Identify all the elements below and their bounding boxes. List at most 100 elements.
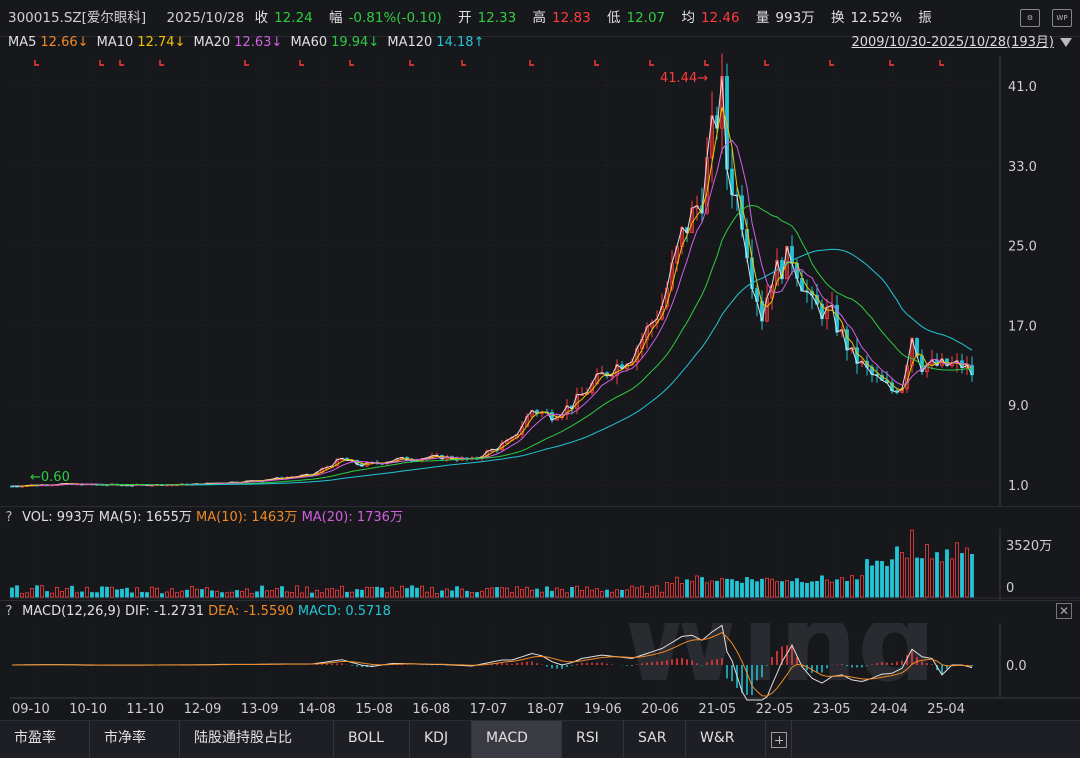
volume-bar bbox=[565, 592, 569, 598]
volume-bar bbox=[25, 592, 29, 598]
tab-0[interactable]: 市盈率 bbox=[0, 721, 90, 758]
volume-bar bbox=[780, 581, 784, 598]
dea-line bbox=[12, 631, 973, 697]
volume-bar bbox=[60, 591, 64, 598]
x-tick: 19-06 bbox=[584, 702, 622, 717]
x-tick: 09-10 bbox=[12, 702, 50, 717]
volume-bar bbox=[360, 589, 364, 598]
tab-1[interactable]: 市净率 bbox=[90, 721, 180, 758]
vol-axis-zero: 0 bbox=[1006, 581, 1014, 596]
volume-bar bbox=[425, 591, 429, 598]
macd-panel-header: ? MACD(12,26,9) DIF: -1.2731 DEA: -1.559… bbox=[0, 600, 1080, 623]
volume-bar bbox=[195, 588, 199, 598]
volume-bar bbox=[840, 577, 844, 598]
volume-bar bbox=[145, 592, 149, 598]
event-marker bbox=[409, 60, 414, 66]
add-tab-button[interactable] bbox=[766, 721, 792, 758]
tab-4[interactable]: KDJ bbox=[410, 721, 472, 758]
volume-bar bbox=[700, 577, 704, 598]
ma20-line bbox=[36, 139, 973, 487]
ma60-value: 19.94↓ bbox=[331, 35, 380, 50]
macd-help-icon[interactable]: ? bbox=[5, 604, 13, 619]
volume-bar bbox=[225, 592, 229, 598]
volume-bar bbox=[825, 579, 829, 598]
volume-bar bbox=[160, 593, 164, 598]
volume-bar bbox=[345, 591, 349, 598]
high-annotation: 41.44→ bbox=[660, 71, 708, 86]
tab-3[interactable]: BOLL bbox=[334, 721, 410, 758]
x-tick: 21-05 bbox=[698, 702, 736, 717]
volume-bar bbox=[660, 591, 664, 598]
volume-bar bbox=[690, 580, 694, 598]
volume-bar bbox=[525, 586, 529, 598]
volume-bar bbox=[875, 560, 879, 598]
volume-bar bbox=[155, 587, 159, 598]
change-value: -0.81%(-0.10) bbox=[348, 10, 442, 26]
volume-bar bbox=[770, 578, 774, 598]
settings-icon[interactable]: ⚙ bbox=[1020, 9, 1040, 27]
volume-bar bbox=[70, 585, 74, 598]
vol-ma20: MA(20): 1736万 bbox=[301, 510, 403, 525]
volume-bar bbox=[165, 591, 169, 598]
dropdown-triangle-icon[interactable] bbox=[1060, 38, 1072, 47]
candle-body bbox=[970, 365, 974, 376]
vol-axis-top: 3520万 bbox=[1006, 539, 1052, 554]
quote-header: 300015.SZ[爱尔眼科] 2025/10/28 收 12.24 幅 -0.81… bbox=[0, 0, 1080, 37]
vol-ma5: MA(5): 1655万 bbox=[98, 510, 192, 525]
kline-chart[interactable]: Wind 41.44→←0.60 41.033.025.017.09.01.00… bbox=[0, 0, 1080, 720]
volume-bar bbox=[410, 585, 414, 598]
volume-bar bbox=[445, 588, 449, 598]
ma5-line bbox=[12, 76, 973, 487]
event-marker bbox=[764, 60, 769, 66]
volume-bar bbox=[405, 588, 409, 598]
quote-date: 2025/10/28 bbox=[166, 10, 245, 26]
volume-bar bbox=[545, 586, 549, 598]
tab-5[interactable]: MACD bbox=[472, 721, 562, 758]
volume-bar bbox=[215, 590, 219, 598]
volume-bar bbox=[515, 586, 519, 598]
volume-bar bbox=[640, 585, 644, 598]
close-label: 收 bbox=[254, 10, 269, 26]
ma120-label: MA120 bbox=[387, 35, 433, 50]
volume-bar bbox=[500, 587, 504, 598]
wp-icon[interactable]: WP bbox=[1052, 9, 1072, 27]
event-marker bbox=[461, 60, 466, 66]
tab-8[interactable]: W&R bbox=[686, 721, 766, 758]
volume-bar bbox=[810, 581, 814, 598]
volume-bar bbox=[430, 587, 434, 598]
volume-bar bbox=[635, 587, 639, 598]
volume-bar bbox=[815, 581, 819, 598]
volume-bar bbox=[330, 588, 334, 598]
volume-bar bbox=[65, 587, 69, 598]
volume-bar bbox=[120, 588, 124, 598]
volume-bar bbox=[285, 591, 289, 598]
vol-help-icon[interactable]: ? bbox=[5, 510, 13, 525]
volume-bar bbox=[55, 586, 59, 598]
x-tick: 13-09 bbox=[241, 702, 279, 717]
low-annotation: ←0.60 bbox=[30, 470, 70, 485]
stock-code[interactable]: 300015.SZ[爱尔眼科] bbox=[8, 10, 147, 26]
ma60-line bbox=[96, 204, 973, 486]
volume-bar bbox=[740, 582, 744, 598]
volume-bar bbox=[605, 589, 609, 598]
volume-bar bbox=[505, 587, 509, 598]
macd-value: MACD: 0.5718 bbox=[297, 604, 391, 619]
volume-bar bbox=[925, 544, 929, 598]
volume-bar bbox=[75, 592, 79, 598]
tab-2[interactable]: 陆股通持股占比 bbox=[180, 721, 334, 758]
date-range[interactable]: 2009/10/30-2025/10/28(193月) bbox=[851, 35, 1054, 50]
macd-dea: DEA: -1.5590 bbox=[208, 604, 294, 619]
close-icon[interactable]: ✕ bbox=[1056, 603, 1072, 619]
volume-bar bbox=[260, 585, 264, 598]
volume-bar bbox=[390, 587, 394, 598]
x-tick: 11-10 bbox=[126, 702, 164, 717]
volume-bar bbox=[570, 586, 574, 598]
tab-6[interactable]: RSI bbox=[562, 721, 624, 758]
ma120-value: 14.18↑ bbox=[436, 35, 485, 50]
event-marker bbox=[349, 60, 354, 66]
tab-7[interactable]: SAR bbox=[624, 721, 686, 758]
volume-bar bbox=[850, 575, 854, 598]
volume-bar bbox=[785, 580, 789, 598]
volume-bar bbox=[290, 592, 294, 598]
volume-bar bbox=[855, 579, 859, 598]
